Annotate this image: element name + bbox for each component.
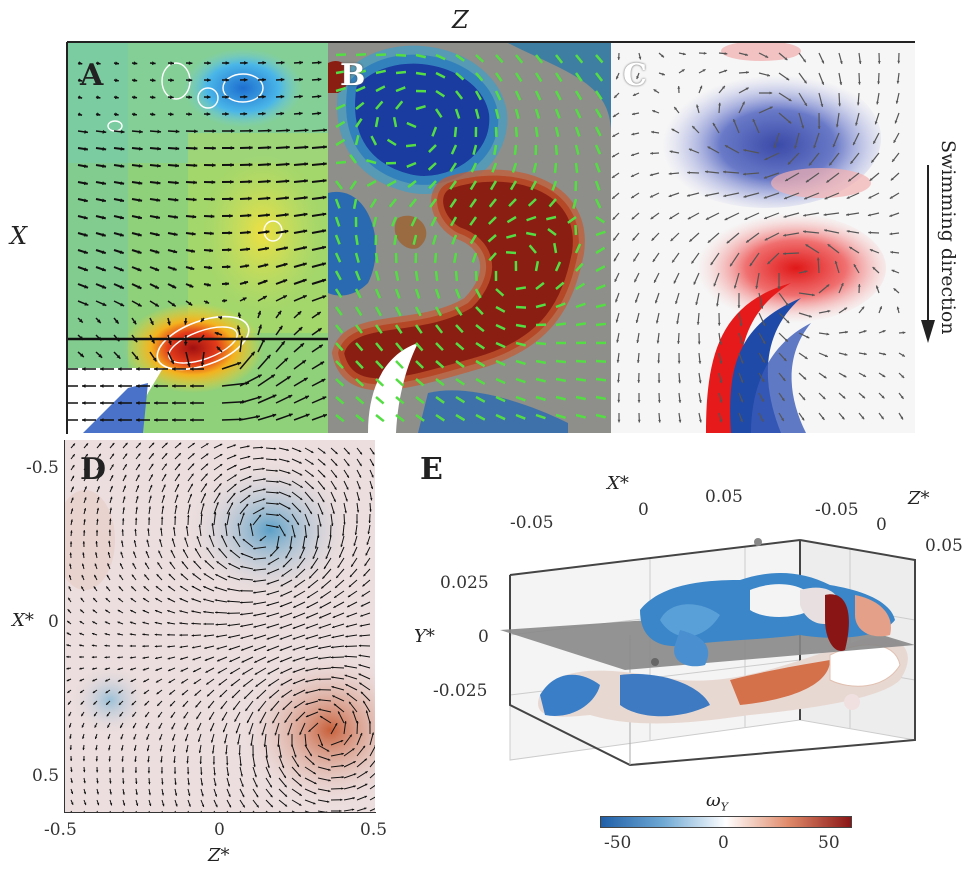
panel-e-x-tick: 0 [638,500,649,520]
panel-d-ytick: 0 [48,612,59,632]
colorbar-label-symbol: ω [706,790,721,811]
panel-a-field [68,43,328,433]
panel-e-x-tick: 0.05 [705,487,743,507]
left-axis-line [66,42,68,434]
panel-c-field [611,43,915,433]
colorbar-tick: -50 [604,833,632,853]
panel-b-field [328,43,611,433]
panel-d-ytick: -0.5 [26,458,59,478]
panel-e-z-tick: -0.05 [815,500,859,520]
top-axis-line [67,41,915,43]
panel-c-label: C [623,58,647,93]
left-axis-label: X [10,222,28,250]
panel-e-label: E [420,452,443,487]
panel-d-xtick: 0.5 [360,820,388,840]
panel-d-xtick: -0.5 [44,820,77,840]
panel-a [68,43,328,433]
panel-e-y-tick: -0.025 [433,681,488,701]
panel-e-y-tick: 0.025 [440,573,489,593]
colorbar-label: ωY [706,790,728,814]
panel-d-label: D [80,452,107,487]
colorbar-tick: 0 [718,833,729,853]
panel-d-ytick: 0.5 [32,766,60,786]
colorbar-label-subscript: Y [720,800,728,814]
swimming-direction-label: Swimming direction [937,140,959,335]
panel-d-axis-frame [64,440,376,813]
panel-b-label: B [340,58,366,93]
panel-b [328,43,611,433]
swimming-direction-arrow-icon [921,165,935,343]
panel-e-y-tick: 0 [478,627,489,647]
top-axis-label: Z [452,6,469,34]
panel-e-x-axis-label: X* [607,473,629,494]
panel-e-y-axis-label: Y* [414,626,435,647]
panel-a-label: A [80,58,104,93]
panel-d-ylabel: X* [12,610,34,631]
panel-e-z-tick: 0.05 [925,536,963,556]
panel-d-field [65,440,375,812]
panel-d [65,440,375,812]
panel-c [611,43,915,433]
panel-d-xlabel: Z* [208,845,230,866]
panel-e-z-tick: 0 [876,515,887,535]
panel-e-z-axis-label: Z* [908,488,930,509]
panel-e-x-tick: -0.05 [510,513,554,533]
colorbar-tick: 50 [818,833,840,853]
colorbar [600,816,852,828]
panel-e-3d-plot [500,538,916,767]
panel-d-xtick: 0 [214,820,225,840]
